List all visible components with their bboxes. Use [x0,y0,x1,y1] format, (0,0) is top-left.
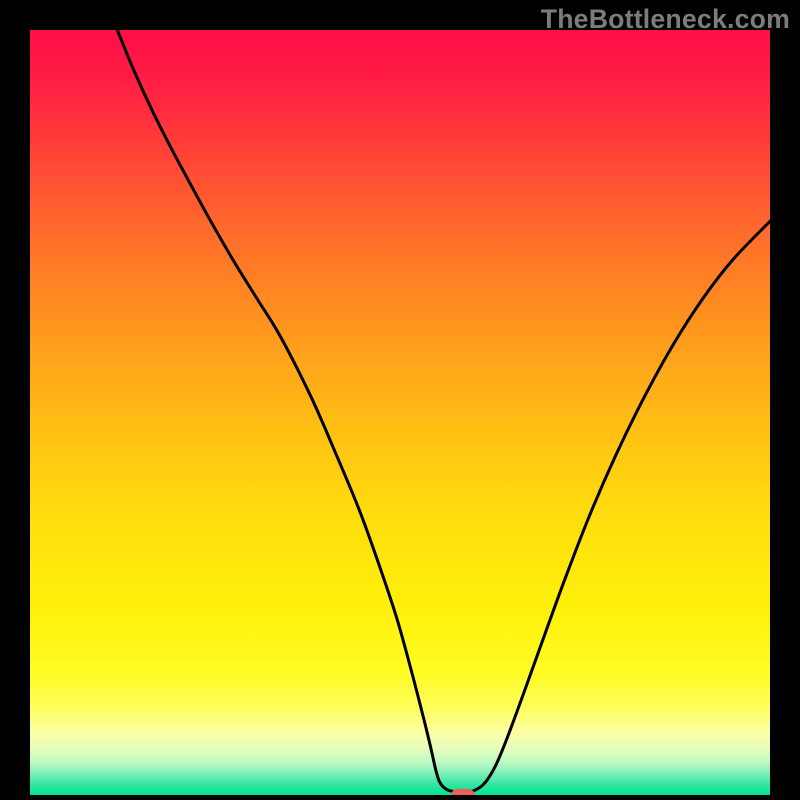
chart-svg [0,0,800,800]
gradient-background [30,30,770,795]
watermark-text: TheBottleneck.com [541,4,790,35]
chart-container: TheBottleneck.com [0,0,800,800]
